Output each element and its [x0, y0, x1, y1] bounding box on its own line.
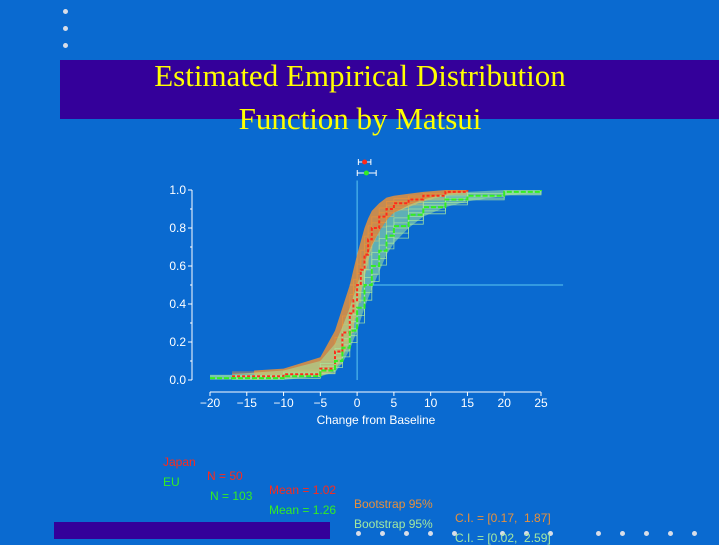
decor-dot	[404, 531, 409, 536]
decor-dot	[668, 531, 673, 536]
decor-dot	[63, 9, 68, 14]
series-line-japan	[232, 190, 469, 378]
decor-dot	[63, 43, 68, 48]
mean-point-japan	[362, 159, 368, 165]
bootstrap-trace-eu	[210, 190, 542, 376]
decor-dot	[380, 531, 385, 536]
x-tick-label: 25	[534, 396, 548, 410]
decor-dot	[596, 531, 601, 536]
x-tick-label: 10	[424, 396, 438, 410]
x-tick-label: −10	[273, 396, 294, 410]
legend-japan: Japan N = 50 Mean = 1.02 Bootstrap 95% C…	[163, 441, 551, 525]
bootstrap-trace-eu	[210, 190, 542, 377]
legend-eu: EU N = 103 Mean = 1.26 Bootstrap 95% C.I…	[163, 461, 551, 545]
decor-dot	[356, 531, 361, 536]
legend-eu-n: N = 103	[210, 489, 253, 503]
decor-dot	[620, 531, 625, 536]
legend-eu-group: EU	[163, 475, 180, 489]
legend-japan-boot: Bootstrap 95%	[354, 497, 433, 511]
title-band	[60, 60, 719, 119]
decor-dot	[63, 26, 68, 31]
legend-eu-mean: Mean = 1.26	[269, 503, 337, 517]
series-lines	[210, 190, 542, 380]
decor-dot	[548, 531, 553, 536]
y-tick-label: 0.8	[169, 221, 186, 235]
title-line-2: Function by Matsui	[238, 101, 482, 136]
slide-title: Estimated Empirical Distribution Functio…	[60, 54, 660, 140]
axes: −20 −15 −10 −5 0 5 10 15 20 25 0.0 0.2 0.4 0.6 0.8 1.0	[169, 183, 548, 410]
x-axis-label: Change from Baseline	[317, 413, 436, 427]
mean-markers	[356, 159, 377, 176]
decor-dot	[500, 531, 505, 536]
series-line-eu	[210, 190, 542, 380]
decor-dot	[452, 531, 457, 536]
x-tick-label: −15	[237, 396, 258, 410]
decor-dot	[692, 531, 697, 536]
x-tick-label: 15	[461, 396, 475, 410]
x-tick-label: 20	[498, 396, 512, 410]
footer-band	[54, 522, 330, 539]
title-line-1: Estimated Empirical Distribution	[154, 58, 566, 93]
mean-point-eu	[363, 170, 369, 176]
x-tick-label: 5	[391, 396, 398, 410]
legend-eu-ci: C.I. = [0.02, 2.59]	[455, 531, 551, 545]
y-tick-label: 0.6	[169, 259, 186, 273]
y-tick-label: 1.0	[169, 183, 186, 197]
legend-eu-boot: Bootstrap 95%	[354, 517, 433, 531]
y-tick-label: 0.4	[169, 297, 186, 311]
legend-japan-ci: C.I. = [0.17, 1.87]	[455, 511, 551, 525]
legend-japan-mean: Mean = 1.02	[269, 483, 337, 497]
x-tick-label: 0	[354, 396, 361, 410]
x-tick-label: −5	[313, 396, 327, 410]
decor-dot	[428, 531, 433, 536]
y-tick-label: 0.2	[169, 335, 186, 349]
legend-japan-group: Japan	[163, 455, 196, 469]
legend-japan-n: N = 50	[207, 469, 243, 483]
y-tick-label: 0.0	[169, 373, 186, 387]
decor-dot	[644, 531, 649, 536]
decor-dot	[524, 531, 529, 536]
x-tick-label: −20	[200, 396, 221, 410]
